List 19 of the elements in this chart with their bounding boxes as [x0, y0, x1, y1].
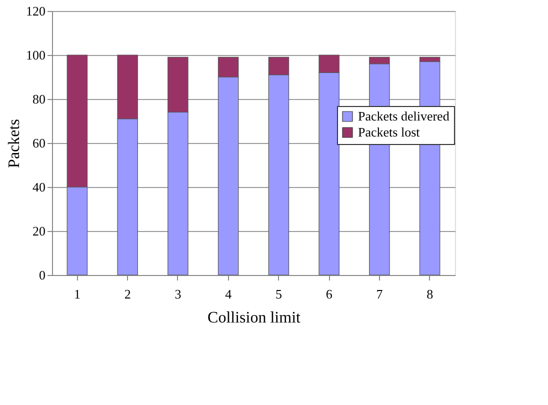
y-tick-label: 120	[26, 4, 46, 18]
x-tick-label: 4	[225, 286, 232, 302]
x-tick-label: 6	[326, 286, 333, 302]
x-tick-label: 3	[174, 286, 182, 302]
y-tick-label: 100	[26, 48, 46, 62]
x-tick-label: 7	[376, 286, 384, 302]
x-tick-label: 5	[275, 286, 282, 302]
legend-label: Packets delivered	[358, 108, 450, 124]
y-tick-label: 40	[32, 180, 46, 194]
x-tick-label: 8	[426, 286, 434, 302]
y-tick-label: 20	[32, 224, 46, 238]
y-tick-label: 80	[32, 92, 46, 106]
x-axis-title: Collision limit	[208, 310, 302, 326]
y-tick-label: 0	[39, 268, 46, 282]
y-axis-title: Packets	[6, 119, 23, 168]
y-tick-label: 60	[32, 136, 46, 150]
x-tick-label: 2	[124, 286, 131, 302]
x-tick-label: 1	[74, 286, 80, 302]
legend-label: Packets lost	[358, 124, 420, 140]
